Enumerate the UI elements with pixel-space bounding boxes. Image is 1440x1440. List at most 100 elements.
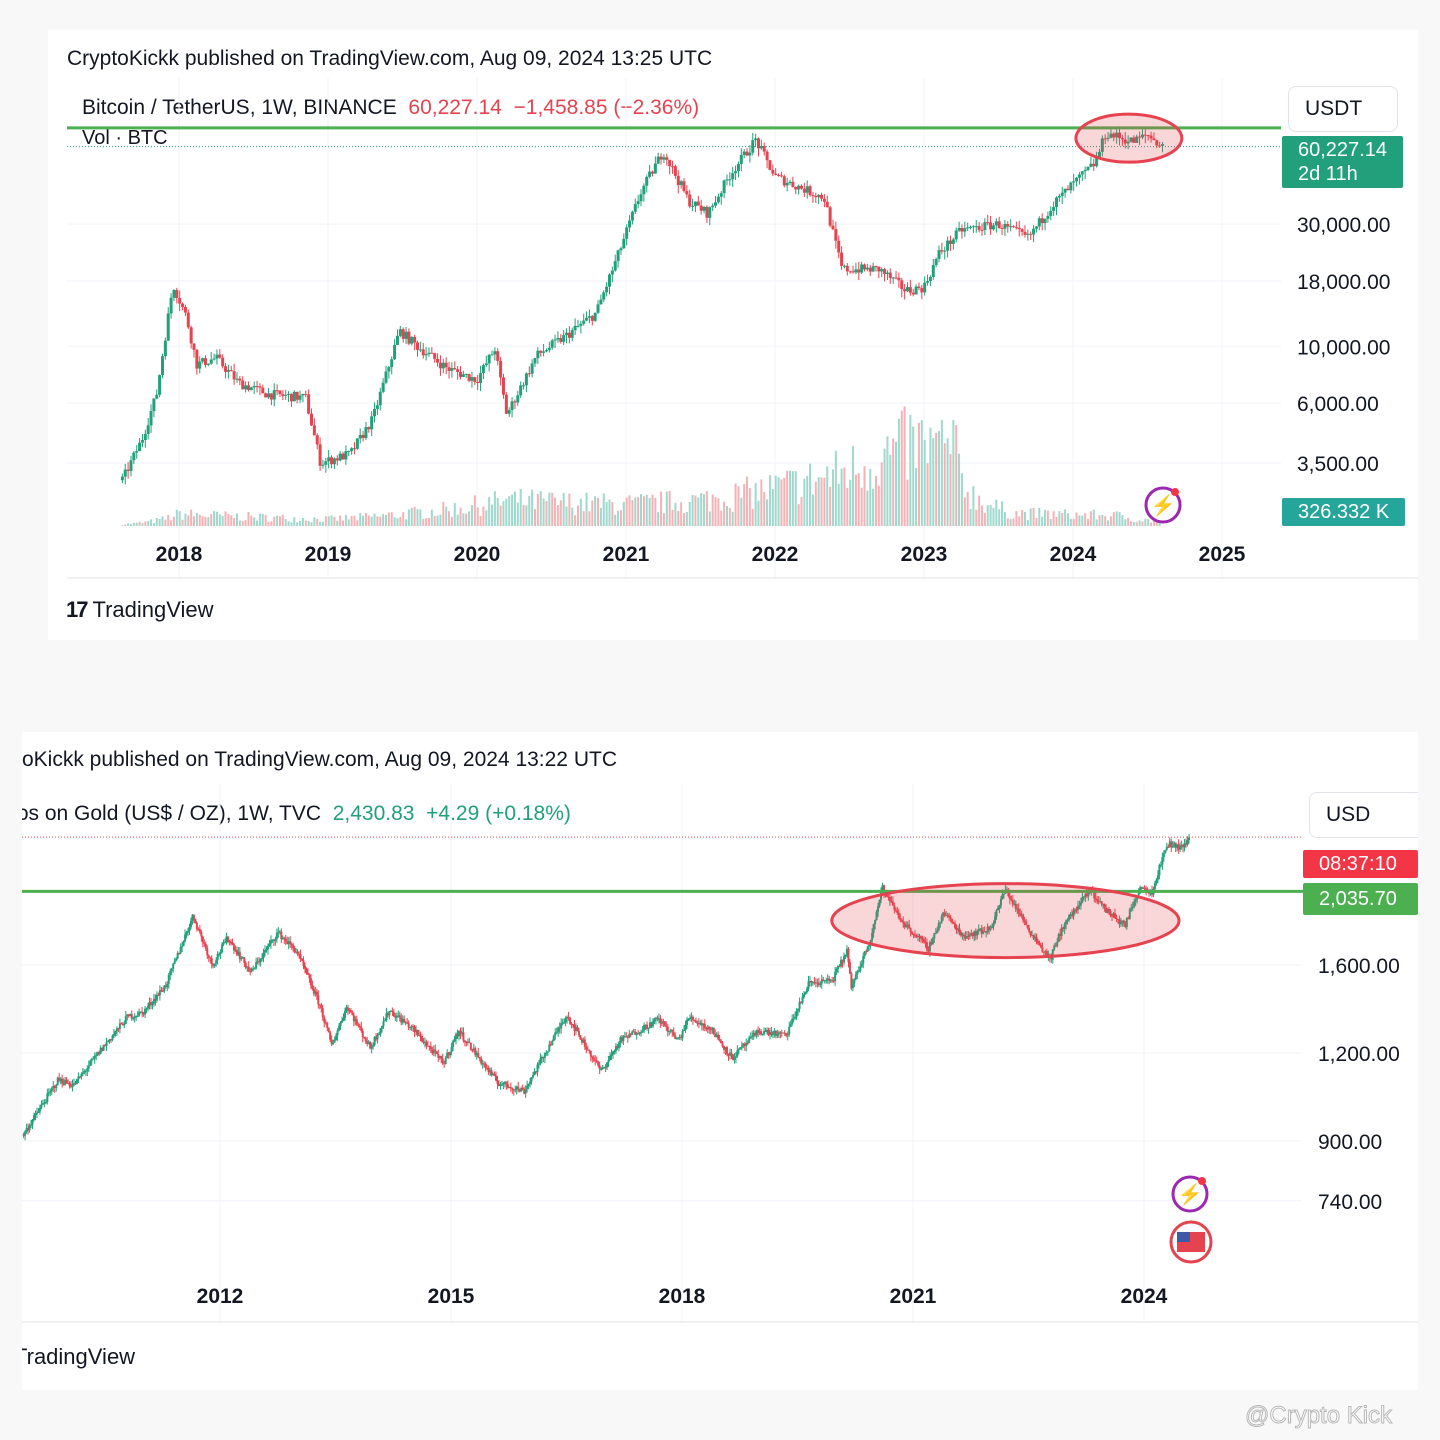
candle-body (826, 978, 829, 981)
candle-body (558, 1027, 561, 1029)
candle-body (668, 159, 672, 167)
candle-body (301, 393, 305, 396)
candle-body (426, 1045, 429, 1047)
volume-bar (697, 497, 700, 526)
candle-body (160, 990, 163, 992)
candle-body (112, 1034, 115, 1036)
candle-body (372, 1044, 375, 1047)
candle-body (459, 1030, 462, 1034)
volume-bar (436, 515, 439, 526)
candle-body (779, 1032, 782, 1034)
candle-body (280, 931, 283, 940)
volume-bar (1118, 512, 1121, 526)
candle-body (946, 915, 949, 917)
y-tick-label: 3,500.00 (1297, 453, 1379, 476)
candle-body (653, 163, 657, 174)
candle-body (172, 290, 176, 298)
candle-body (791, 1018, 794, 1025)
candle-body (99, 1048, 102, 1054)
candle-body (869, 940, 872, 945)
btc-plot[interactable]: 3,500.006,000.0010,000.0018,000.0030,000… (48, 30, 1418, 640)
candle-body (668, 1030, 671, 1032)
volume-bar (599, 507, 602, 526)
candle-body (739, 1047, 742, 1050)
volume-bar (407, 509, 410, 526)
candle-body (582, 1039, 585, 1043)
volume-bar (144, 521, 147, 526)
candle-body (857, 269, 861, 273)
candle-body (1158, 864, 1161, 876)
symbol-legend: Bitcoin / TetherUS, 1W, BINANCE 60,227.1… (82, 96, 699, 120)
tradingview-logo[interactable]: TradingView (22, 1344, 135, 1370)
candle-body (1155, 879, 1158, 884)
candle-body (740, 1046, 743, 1048)
candle-body (224, 942, 227, 944)
candle-body (954, 923, 957, 928)
volume-bar (920, 420, 923, 526)
candle-body (489, 1070, 492, 1073)
volume-bar (491, 504, 494, 526)
candle-body (917, 286, 921, 288)
candle-body (736, 163, 740, 172)
candle-body (145, 1008, 148, 1010)
candle-body (98, 1052, 101, 1054)
candle-body (514, 1089, 517, 1091)
candle-body (866, 946, 869, 952)
currency-selector[interactable]: USDT (1288, 86, 1398, 132)
volume-bar (823, 477, 826, 526)
candle-body (759, 146, 763, 149)
candle-body (287, 393, 291, 395)
candle-body (688, 1017, 691, 1019)
candle-body (662, 157, 666, 160)
candle-body (243, 957, 246, 963)
candle-body (931, 265, 935, 277)
candle-body (385, 1013, 388, 1021)
candle-body (937, 923, 940, 931)
candle-body (656, 156, 660, 164)
candle-body (418, 1034, 421, 1036)
volume-bar (430, 509, 433, 526)
candle-body (268, 943, 271, 946)
candle-body (189, 920, 192, 928)
candle-body (1164, 849, 1167, 854)
candle-body (164, 985, 167, 988)
candle-body (1121, 920, 1124, 922)
candle-body (641, 1030, 644, 1032)
candle-body (774, 1030, 777, 1036)
candle-body (943, 912, 946, 916)
candle-body (1010, 899, 1013, 901)
candle-body (1156, 875, 1159, 880)
candle-body (420, 1035, 423, 1042)
volume-bar (608, 499, 611, 526)
volume-bar (766, 499, 769, 526)
candle-body (495, 1075, 498, 1081)
x-tick-label: 2019 (305, 543, 352, 566)
candle-body (835, 968, 838, 973)
candle-body (767, 1029, 770, 1035)
candle-body (955, 927, 958, 931)
volume-bar (264, 515, 267, 526)
candle-body (994, 221, 998, 226)
countdown-tag: 08:37:10 (1303, 850, 1418, 878)
volume-bar (405, 519, 408, 526)
volume-bar (244, 520, 247, 526)
candle-body (887, 896, 890, 898)
volume-bar (356, 520, 359, 526)
candle-body (1075, 909, 1078, 911)
currency-selector[interactable]: USD (1309, 792, 1418, 838)
volume-bar (551, 492, 554, 526)
candle-body (874, 266, 878, 268)
candle-body (101, 1048, 104, 1051)
candle-body (908, 924, 911, 929)
candle-body (840, 252, 844, 266)
volume-bar (556, 505, 559, 526)
candle-body (659, 156, 663, 160)
candle-body (596, 304, 600, 313)
candle-body (1034, 936, 1037, 939)
candle-body (149, 411, 153, 426)
volume-bar (531, 489, 534, 526)
tradingview-logo[interactable]: 17 TradingView (66, 597, 214, 623)
candle-body (1137, 893, 1140, 896)
candle-body (443, 1063, 446, 1065)
